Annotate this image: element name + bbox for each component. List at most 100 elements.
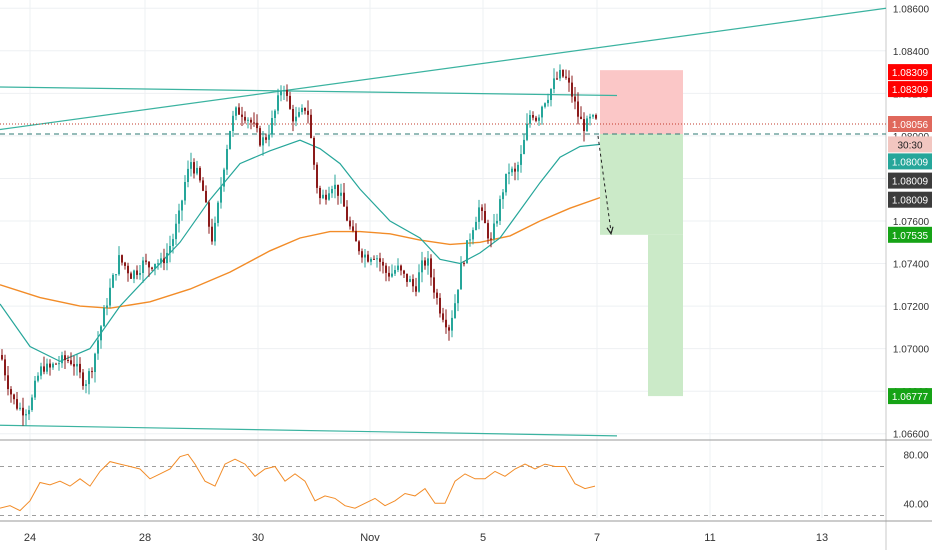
candle-body — [418, 272, 420, 292]
candle-body — [469, 239, 471, 241]
candle-body — [352, 226, 354, 231]
x-tick-label: 5 — [480, 532, 486, 544]
price-axis: 1.086001.084001.082001.080001.078001.076… — [888, 4, 932, 441]
candle-body — [187, 168, 189, 182]
x-tick-label: Nov — [360, 532, 380, 544]
candle-body — [382, 261, 384, 266]
candle-body — [277, 95, 279, 111]
candle-body — [415, 286, 417, 292]
candle-body — [328, 193, 330, 200]
candle-body — [355, 230, 357, 242]
arrow-head — [606, 226, 614, 236]
candle-body — [202, 180, 204, 191]
trendline-lower-channel[interactable] — [0, 424, 618, 437]
candle-body — [436, 292, 438, 298]
candle-body — [316, 164, 318, 188]
candle-body — [136, 270, 138, 275]
candle-body — [319, 188, 321, 199]
candle-body — [193, 162, 195, 174]
candle-body — [10, 389, 12, 395]
candle-body — [214, 222, 216, 242]
rsi-tick-label: 80.00 — [903, 450, 928, 461]
candle-body — [262, 137, 264, 146]
candle-body — [502, 192, 504, 200]
candle-body — [391, 273, 393, 277]
candle-body — [43, 366, 45, 372]
price-tag-stop — [888, 81, 932, 98]
candle-body — [586, 118, 588, 132]
candle-body — [64, 355, 66, 360]
candle-body — [109, 287, 111, 306]
ema-slow — [0, 196, 601, 309]
projection-arrow — [597, 135, 614, 236]
candle-body — [268, 134, 270, 140]
candle-body — [58, 363, 60, 365]
price-tag-label: 1.07535 — [892, 231, 929, 242]
price-tag-stop — [888, 64, 932, 81]
candle-body — [295, 116, 297, 122]
candle-body — [244, 116, 246, 121]
candle-body — [388, 272, 390, 277]
trendline-resistance[interactable] — [0, 86, 618, 97]
candle-body — [532, 115, 534, 118]
x-tick-label: 28 — [139, 532, 151, 544]
candle-body — [547, 99, 549, 104]
y-tick-label: 1.06600 — [893, 430, 930, 441]
price-tag-dark — [888, 191, 932, 208]
candle-body — [529, 115, 531, 124]
candle-body — [595, 115, 597, 119]
trendlines — [0, 7, 887, 437]
candle-body — [88, 371, 90, 385]
candle-body — [127, 265, 129, 274]
candle-body — [280, 91, 282, 96]
candle-body — [121, 255, 123, 263]
candle-body — [562, 70, 564, 77]
candle-body — [484, 211, 486, 224]
candle-body — [487, 223, 489, 239]
price-levels — [0, 123, 886, 135]
candle-body — [394, 270, 396, 274]
candle-body — [100, 326, 102, 341]
candle-body — [175, 223, 177, 240]
candle-body — [103, 307, 105, 327]
y-tick-label: 1.07600 — [893, 217, 930, 228]
candle-body — [568, 77, 570, 83]
candle-body — [343, 192, 345, 207]
price-tag-label: 1.06777 — [892, 392, 929, 403]
y-tick-label: 1.07000 — [893, 345, 930, 356]
candle-body — [184, 182, 186, 201]
trendline-upper-channel[interactable] — [0, 7, 887, 131]
trade-zones — [600, 70, 683, 397]
candle-body — [523, 139, 525, 154]
candle-body — [199, 167, 201, 181]
price-tag-level — [888, 153, 932, 170]
candle-body — [403, 270, 405, 274]
candle-body — [508, 172, 510, 174]
candle-body — [178, 210, 180, 224]
candle-body — [346, 206, 348, 221]
candle-body — [325, 194, 327, 200]
candle-body — [16, 399, 18, 409]
ema-fast — [0, 139, 601, 363]
candle-body — [283, 90, 285, 92]
candle-body — [460, 263, 462, 290]
candle-body — [514, 168, 516, 172]
candle-body — [172, 239, 174, 246]
candle-body — [190, 162, 192, 169]
candle-body — [583, 119, 585, 132]
candle-body — [385, 265, 387, 273]
candle-body — [349, 220, 351, 227]
candle-body — [166, 252, 168, 264]
candle-body — [154, 263, 156, 269]
candle-body — [94, 353, 96, 372]
candle-body — [85, 384, 87, 386]
candle-body — [307, 110, 309, 115]
candle-body — [445, 319, 447, 328]
candle-body — [259, 128, 261, 146]
candle-body — [289, 95, 291, 109]
candle-body — [19, 407, 21, 409]
price-tag-countdown — [888, 136, 932, 153]
candle-body — [301, 107, 303, 113]
